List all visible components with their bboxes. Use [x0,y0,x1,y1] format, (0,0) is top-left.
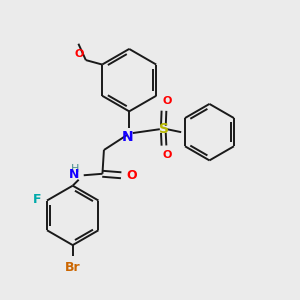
Text: Br: Br [65,261,80,274]
Text: N: N [69,168,79,181]
Text: O: O [126,169,137,182]
Text: F: F [33,193,42,206]
Text: O: O [163,96,172,106]
Text: O: O [163,150,172,160]
Text: H: H [70,164,79,174]
Text: O: O [75,49,84,58]
Text: N: N [122,130,134,144]
Text: S: S [159,122,169,136]
